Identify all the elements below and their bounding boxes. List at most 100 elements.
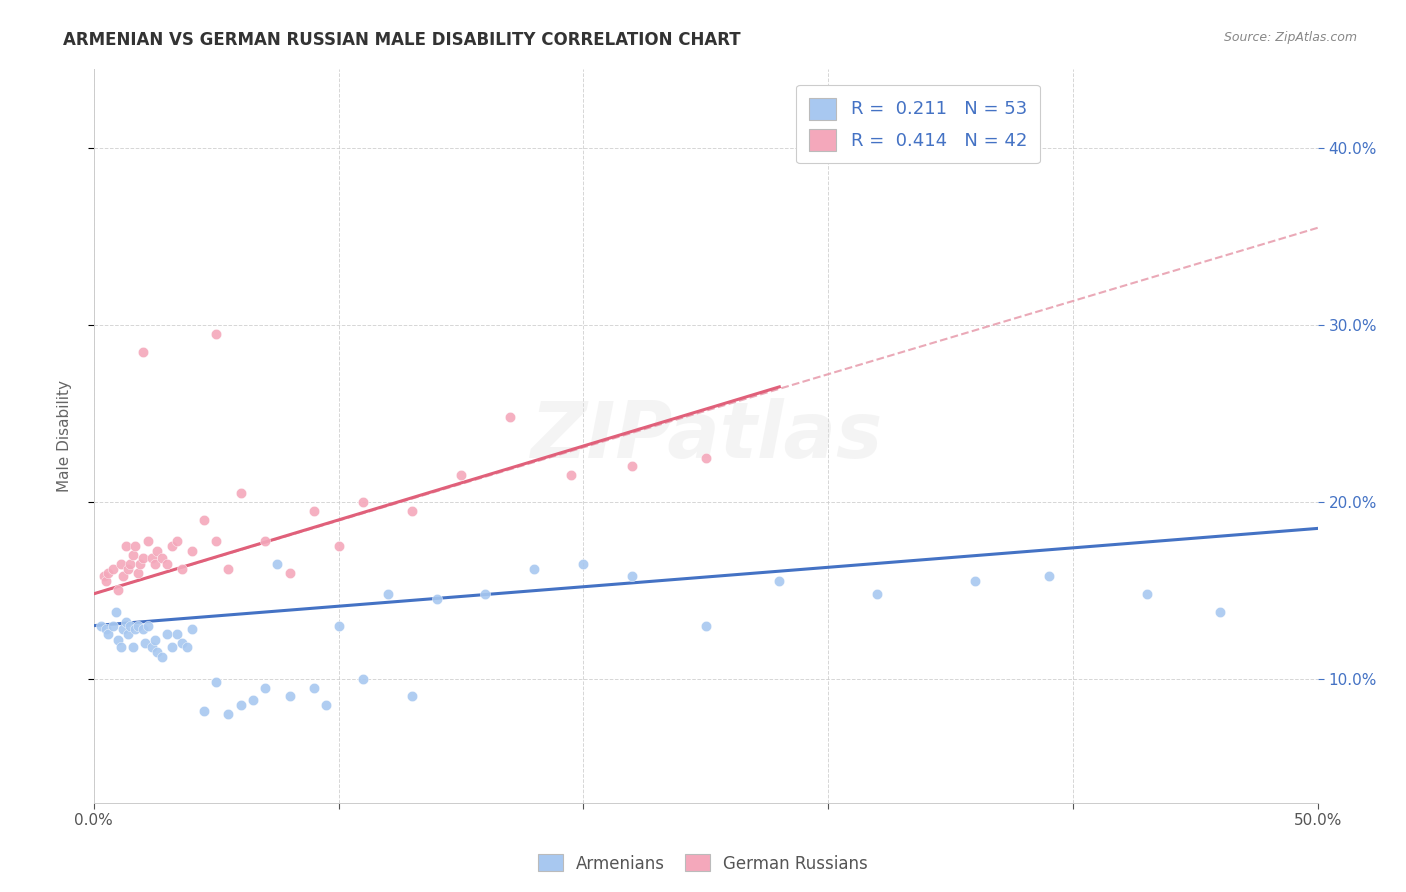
Point: [122, 548, 145, 562]
Point: [146, 645, 169, 659]
Point: [450, 468, 472, 483]
Point: [129, 557, 152, 571]
Point: [150, 551, 173, 566]
Point: [315, 698, 337, 713]
Point: [114, 615, 136, 629]
Text: ZIPatlas: ZIPatlas: [530, 398, 882, 474]
Point: [278, 690, 301, 704]
Point: [93, 569, 115, 583]
Point: [170, 636, 193, 650]
Point: [401, 690, 423, 704]
Point: [127, 618, 149, 632]
Point: [560, 468, 582, 483]
Point: [110, 557, 132, 571]
Point: [156, 627, 179, 641]
Point: [141, 551, 163, 566]
Point: [131, 344, 153, 359]
Point: [170, 562, 193, 576]
Legend: R =  0.211   N = 53, R =  0.414   N = 42: R = 0.211 N = 53, R = 0.414 N = 42: [796, 85, 1039, 163]
Point: [97, 566, 120, 580]
Point: [768, 574, 790, 589]
Point: [97, 627, 120, 641]
Point: [328, 539, 350, 553]
Point: [143, 632, 166, 647]
Point: [572, 557, 595, 571]
Point: [242, 693, 264, 707]
Point: [328, 618, 350, 632]
Point: [205, 675, 228, 690]
Point: [120, 618, 142, 632]
Point: [193, 512, 215, 526]
Point: [104, 605, 127, 619]
Point: [160, 640, 183, 654]
Point: [160, 539, 183, 553]
Point: [166, 533, 188, 548]
Point: [180, 622, 202, 636]
Point: [695, 450, 717, 465]
Point: [229, 486, 252, 500]
Point: [302, 681, 325, 695]
Point: [117, 562, 139, 576]
Point: [193, 704, 215, 718]
Point: [136, 618, 159, 632]
Point: [302, 504, 325, 518]
Point: [229, 698, 252, 713]
Point: [120, 557, 142, 571]
Point: [205, 533, 228, 548]
Point: [180, 544, 202, 558]
Point: [143, 557, 166, 571]
Point: [523, 562, 546, 576]
Point: [254, 533, 277, 548]
Point: [621, 569, 644, 583]
Point: [401, 504, 423, 518]
Point: [117, 627, 139, 641]
Point: [1038, 569, 1060, 583]
Point: [176, 640, 198, 654]
Point: [107, 632, 129, 647]
Point: [621, 459, 644, 474]
Point: [134, 636, 156, 650]
Y-axis label: Male Disability: Male Disability: [58, 379, 72, 491]
Point: [499, 409, 522, 424]
Point: [205, 326, 228, 341]
Point: [114, 539, 136, 553]
Point: [124, 539, 146, 553]
Point: [866, 587, 889, 601]
Point: [150, 650, 173, 665]
Point: [254, 681, 277, 695]
Legend: Armenians, German Russians: Armenians, German Russians: [531, 847, 875, 880]
Point: [1136, 587, 1159, 601]
Text: Source: ZipAtlas.com: Source: ZipAtlas.com: [1223, 31, 1357, 45]
Point: [90, 618, 112, 632]
Point: [124, 622, 146, 636]
Point: [1209, 605, 1232, 619]
Point: [278, 566, 301, 580]
Point: [131, 551, 153, 566]
Point: [110, 640, 132, 654]
Point: [352, 495, 374, 509]
Point: [377, 587, 399, 601]
Text: ARMENIAN VS GERMAN RUSSIAN MALE DISABILITY CORRELATION CHART: ARMENIAN VS GERMAN RUSSIAN MALE DISABILI…: [63, 31, 741, 49]
Point: [94, 622, 117, 636]
Point: [141, 640, 163, 654]
Point: [217, 562, 239, 576]
Point: [166, 627, 188, 641]
Point: [107, 583, 129, 598]
Point: [127, 566, 149, 580]
Point: [695, 618, 717, 632]
Point: [112, 622, 135, 636]
Point: [156, 557, 179, 571]
Point: [266, 557, 288, 571]
Point: [474, 587, 496, 601]
Point: [146, 544, 169, 558]
Point: [425, 592, 447, 607]
Point: [103, 562, 125, 576]
Point: [122, 640, 145, 654]
Point: [94, 574, 117, 589]
Point: [112, 569, 135, 583]
Point: [217, 707, 239, 722]
Point: [352, 672, 374, 686]
Point: [965, 574, 987, 589]
Point: [103, 618, 125, 632]
Point: [136, 533, 159, 548]
